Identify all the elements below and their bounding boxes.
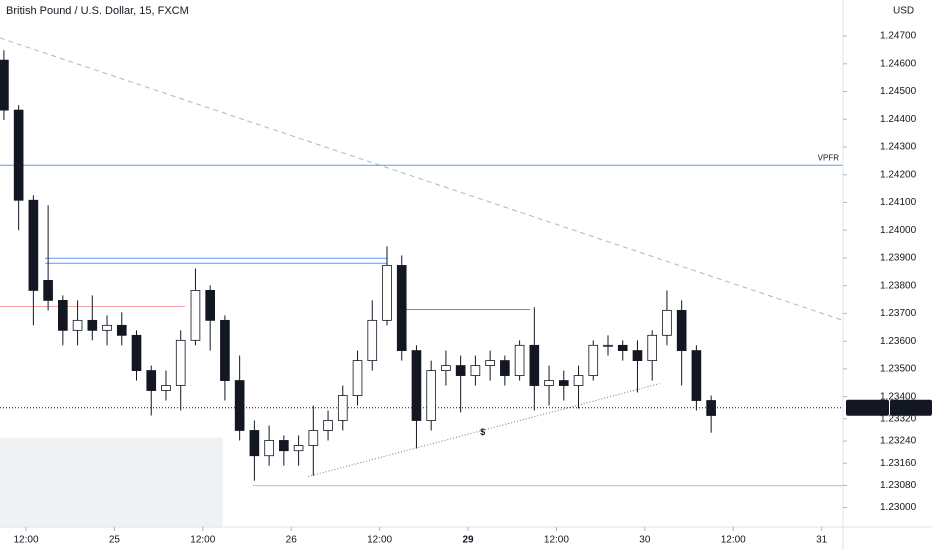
x-tick-label: 31 (816, 535, 828, 546)
zone (0, 437, 223, 527)
x-tick-label: 12:00 (544, 535, 569, 546)
y-tick-label: 1.23400 (880, 391, 917, 402)
y-tick-label: 1.23320 (880, 413, 917, 424)
candle-body (588, 344, 599, 376)
candle-body (647, 334, 658, 361)
candle-body (220, 319, 230, 381)
y-tick-label: 1.23700 (880, 308, 917, 319)
candle-body (249, 430, 260, 457)
candle-body (87, 319, 98, 331)
candle-body (367, 319, 378, 361)
candle-body (411, 350, 422, 421)
candle-body (205, 290, 215, 321)
candle-body (500, 360, 510, 376)
candle-body (382, 265, 392, 321)
candle-body (603, 344, 613, 347)
x-tick-label: 12:00 (13, 535, 38, 546)
candle-body (72, 319, 83, 331)
price-label: 1.23360 (893, 402, 930, 413)
x-tick-label: 12:00 (721, 535, 746, 546)
candle-body (116, 324, 127, 336)
candle-body (264, 440, 274, 457)
candle-body (58, 299, 68, 331)
candle-body (617, 344, 628, 351)
candle-body (426, 370, 437, 421)
symbol-label: GBPUSD (846, 402, 888, 413)
candle-body (308, 430, 319, 446)
candle-body (293, 445, 304, 452)
candle-body (352, 360, 363, 396)
candle-body (0, 59, 9, 111)
candle-body (234, 380, 245, 431)
candle-body (441, 365, 451, 371)
y-tick-label: 1.24400 (880, 114, 917, 125)
y-tick-label: 1.23000 (880, 502, 917, 513)
y-tick-label: 1.24300 (880, 142, 917, 153)
candle-body (544, 380, 554, 386)
candle-body (485, 360, 495, 366)
y-tick-label: 1.23800 (880, 280, 917, 291)
candle-body (662, 309, 672, 336)
y-tick-label: 1.23500 (880, 364, 917, 375)
candle-body (28, 199, 39, 291)
candle-body (161, 385, 171, 391)
candle-body (632, 350, 643, 361)
symbol-tag (846, 399, 889, 416)
chart-title: British Pound / U.S. Dollar, 15, FXCM (6, 5, 189, 17)
x-tick-label: 26 (286, 535, 298, 546)
y-tick-label: 1.24700 (880, 31, 917, 42)
y-tick-label: 1.23600 (880, 336, 917, 347)
candle-body (514, 344, 525, 376)
y-tick-label: 1.24600 (880, 58, 917, 69)
candle-body (190, 290, 201, 341)
x-tick-label: 25 (109, 535, 121, 546)
candle-body (102, 324, 112, 331)
candle-body (529, 344, 540, 386)
candle-body (146, 370, 157, 391)
candle-body (43, 280, 53, 301)
line-label: VPFR (818, 153, 840, 162)
plot-area: VPFR $ (0, 37, 844, 527)
drawing-line (0, 37, 844, 321)
candle-body (691, 350, 702, 401)
drawing-line (308, 383, 660, 478)
y-tick-label: 1.23240 (880, 436, 917, 447)
x-tick-label: 29 (462, 535, 474, 546)
candle-body (706, 400, 716, 416)
candle-body (337, 395, 348, 421)
x-tick-label: 30 (639, 535, 651, 546)
y-tick-label: 1.24100 (880, 197, 917, 208)
y-tick-label: 1.23080 (880, 480, 917, 491)
candle-body (573, 375, 584, 386)
x-tick-label: 12:00 (367, 535, 392, 546)
y-tick-label: 1.23900 (880, 253, 917, 264)
y-tick-label: 1.24000 (880, 225, 917, 236)
candle-body (279, 440, 289, 452)
candle-body (470, 365, 481, 376)
candle-body (396, 265, 407, 351)
candle-body (323, 420, 333, 431)
candle-body (455, 365, 466, 376)
x-tick-label: 12:00 (190, 535, 215, 546)
y-tick-label: 1.24200 (880, 169, 917, 180)
candle-body (13, 109, 24, 201)
candle-body (131, 334, 142, 371)
y-tick-label: 1.23160 (880, 458, 917, 469)
price-tag (890, 399, 932, 416)
annotation: $ (480, 427, 485, 437)
y-tick-label: 1.24500 (880, 86, 917, 97)
y-axis-label: USD (893, 6, 914, 17)
candle-body (558, 380, 569, 386)
candle-body (676, 309, 687, 351)
candle-body (175, 339, 186, 386)
